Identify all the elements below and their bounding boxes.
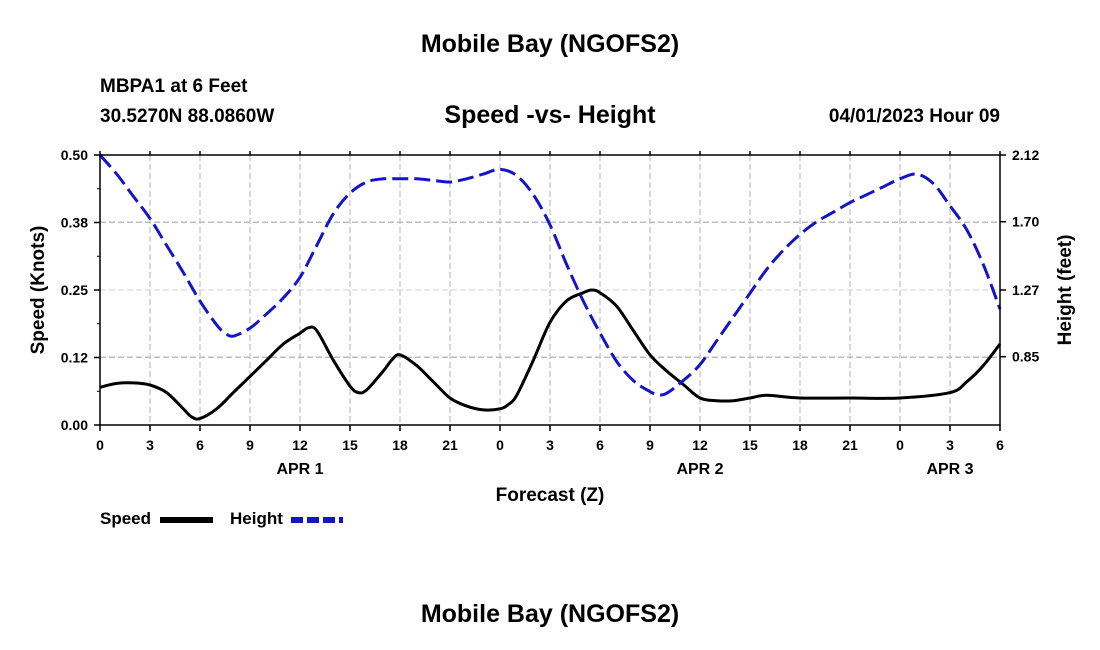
x-tick-label: 3: [546, 437, 554, 453]
date-label: APR 1: [276, 461, 323, 478]
x-tick-label: 0: [96, 437, 104, 453]
series-layer: [98, 154, 1002, 421]
x-tick-label: 18: [392, 437, 408, 453]
y2-tick-label: 1.70: [1012, 214, 1039, 230]
y-tick-label: 0.00: [61, 417, 88, 433]
axes: 0 3 6 9 12 15 18 21 0 3 6 9 12 15 18 21 0 3 6 0.00 0.12 0.25 0…: [28, 147, 1076, 506]
footer-title: Mobile Bay (NGOFS2): [420, 600, 680, 628]
legend-height-label: Height: [230, 509, 283, 528]
y2-tick-label: 2.12: [1012, 147, 1039, 163]
x-tick-label: 12: [692, 437, 708, 453]
x-tick-label: 9: [246, 437, 254, 453]
legend-speed-label: Speed: [100, 509, 152, 528]
x-tick-label: 0: [896, 437, 904, 453]
page-title: Mobile Bay (NGOFS2): [420, 30, 680, 58]
station-coordinates: 30.5270N 88.0860W: [100, 106, 275, 127]
forecast-timestamp: 04/01/2023 Hour 09: [828, 106, 1000, 127]
y-tick-label: 0.25: [61, 282, 88, 298]
y2-axis-label: Height (feet): [1055, 235, 1076, 346]
x-tick-label: 6: [596, 437, 604, 453]
x-tick-label: 12: [292, 437, 308, 453]
x-tick-label: 3: [146, 437, 154, 453]
x-tick-label: 3: [946, 437, 954, 453]
x-tick-label: 21: [442, 437, 458, 453]
station-label: MBPA1 at 6 Feet: [100, 76, 248, 97]
x-tick-label: 21: [842, 437, 858, 453]
date-label: APR 2: [676, 461, 723, 478]
x-tick-label: 6: [996, 437, 1004, 453]
y2-tick-label: 0.85: [1012, 349, 1039, 365]
date-label: APR 3: [926, 461, 973, 478]
x-tick-label: 15: [742, 437, 758, 453]
y-axis-label: Speed (Knots): [28, 226, 49, 355]
y2-tick-label: 1.27: [1012, 282, 1039, 298]
x-tick-label: 9: [646, 437, 654, 453]
series-line-height: [98, 154, 1002, 397]
y-tick-label: 0.50: [61, 147, 88, 163]
x-axis-label: Forecast (Z): [496, 485, 605, 506]
y-tick-label: 0.12: [61, 350, 88, 366]
y-tick-label: 0.38: [61, 215, 88, 231]
series-line-speed: [99, 288, 1002, 421]
x-tick-label: 6: [196, 437, 204, 453]
chart-title: Speed -vs- Height: [444, 101, 656, 129]
x-tick-label: 0: [496, 437, 504, 453]
x-tick-label: 15: [342, 437, 358, 453]
x-tick-label: 18: [792, 437, 808, 453]
